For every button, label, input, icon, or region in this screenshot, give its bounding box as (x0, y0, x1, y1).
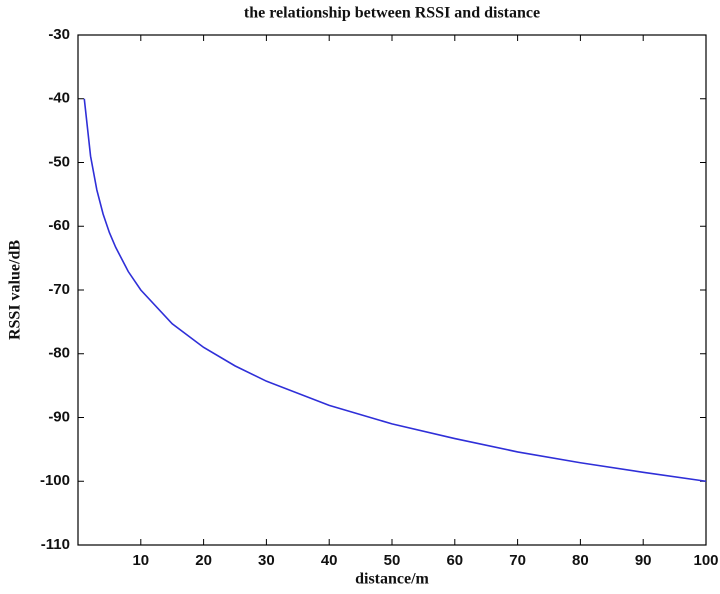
x-tick-label: 20 (195, 552, 212, 569)
x-tick-label: 100 (693, 552, 718, 569)
x-axis-label: distance/m (355, 571, 429, 588)
y-tick-label: -30 (48, 26, 70, 43)
x-tick-label: 50 (384, 552, 401, 569)
x-tick-label: 90 (635, 552, 652, 569)
y-tick-label: -50 (48, 153, 70, 170)
data-line (83, 98, 707, 483)
plot-frame (77, 34, 707, 546)
y-tick-label: -100 (40, 472, 70, 489)
y-tick-label: -70 (48, 281, 70, 298)
y-tick-label: -40 (48, 90, 70, 107)
x-tick-label: 30 (258, 552, 275, 569)
x-tick-label: 80 (572, 552, 589, 569)
y-tick-label: -90 (48, 408, 70, 425)
y-axis-label: RSSI value/dB (7, 240, 24, 340)
x-tick-label: 10 (132, 552, 149, 569)
chart-title: the relationship between RSSI and distan… (244, 5, 540, 22)
y-tick-label: -110 (41, 536, 70, 553)
x-tick-label: 60 (446, 552, 463, 569)
x-tick-label: 70 (509, 552, 526, 569)
y-tick-label: -60 (48, 217, 70, 234)
x-tick-label: 40 (321, 552, 338, 569)
y-tick-label: -80 (48, 345, 70, 362)
